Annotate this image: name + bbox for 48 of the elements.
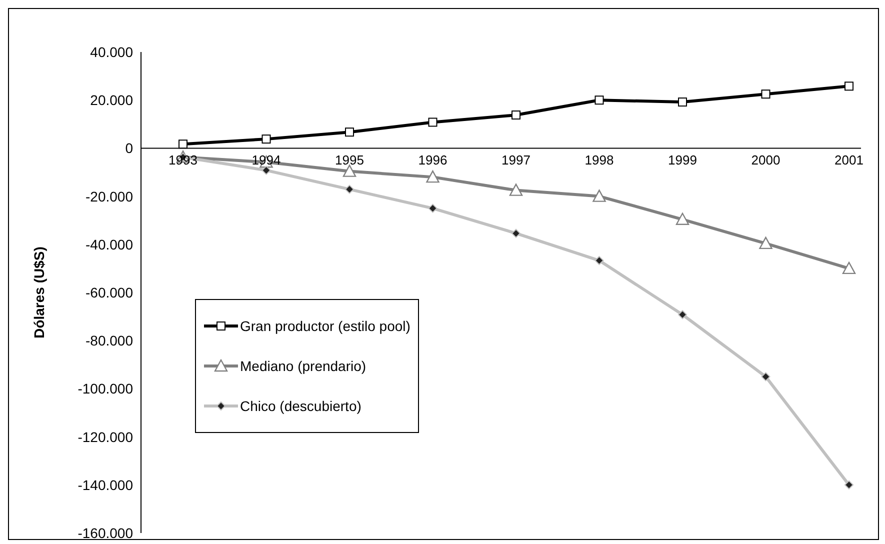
x-tick-label: 2001 (834, 152, 864, 168)
point (594, 96, 604, 105)
point (426, 170, 440, 183)
y-tick-label: -160.000 (78, 524, 134, 541)
point (345, 184, 354, 194)
x-tick-label: 1995 (335, 152, 364, 168)
point (262, 166, 271, 175)
point (178, 140, 188, 149)
legend-label: Mediano (prendario) (240, 358, 366, 374)
y-tick-label: -20.000 (86, 188, 134, 204)
y-tick-label: -120.000 (78, 428, 134, 445)
y-tick-label: 20.000 (90, 92, 134, 108)
point (592, 190, 606, 202)
y-tick-label: -80.000 (86, 332, 134, 349)
y-tick-label: -100.000 (78, 380, 134, 397)
point (678, 98, 687, 107)
y-tick-label: 0 (125, 140, 134, 156)
point (676, 212, 690, 225)
x-tick-label: 1998 (584, 152, 614, 168)
point (512, 228, 520, 238)
point (509, 184, 523, 196)
point (844, 82, 854, 91)
y-tick-label: 40.000 (90, 44, 134, 60)
y-tick-label: -40.000 (86, 236, 134, 252)
point (428, 204, 438, 213)
point (594, 256, 604, 266)
point (761, 90, 770, 99)
point (345, 128, 354, 137)
x-tick-label: 1996 (418, 152, 448, 168)
y-tick-label: -60.000 (86, 284, 134, 300)
point (761, 372, 770, 382)
x-tick-label: 1994 (252, 152, 281, 168)
y-tick-label: -140.000 (78, 476, 134, 493)
point (262, 134, 271, 144)
point (512, 110, 520, 120)
legend-label: Gran productor (estilo pool) (240, 318, 410, 334)
x-tick-label: 2000 (751, 152, 780, 168)
point (759, 236, 772, 250)
point (844, 480, 854, 490)
point (678, 310, 687, 320)
point (342, 164, 356, 177)
point (428, 118, 438, 127)
legend-label: Chico (descubierto) (240, 398, 362, 414)
y-axis-title: Dólares (U$S) (30, 246, 47, 338)
point (842, 262, 856, 274)
x-tick-label: 1997 (502, 152, 530, 168)
x-tick-label: 1993 (168, 152, 198, 168)
x-tick-label: 1999 (668, 152, 697, 168)
